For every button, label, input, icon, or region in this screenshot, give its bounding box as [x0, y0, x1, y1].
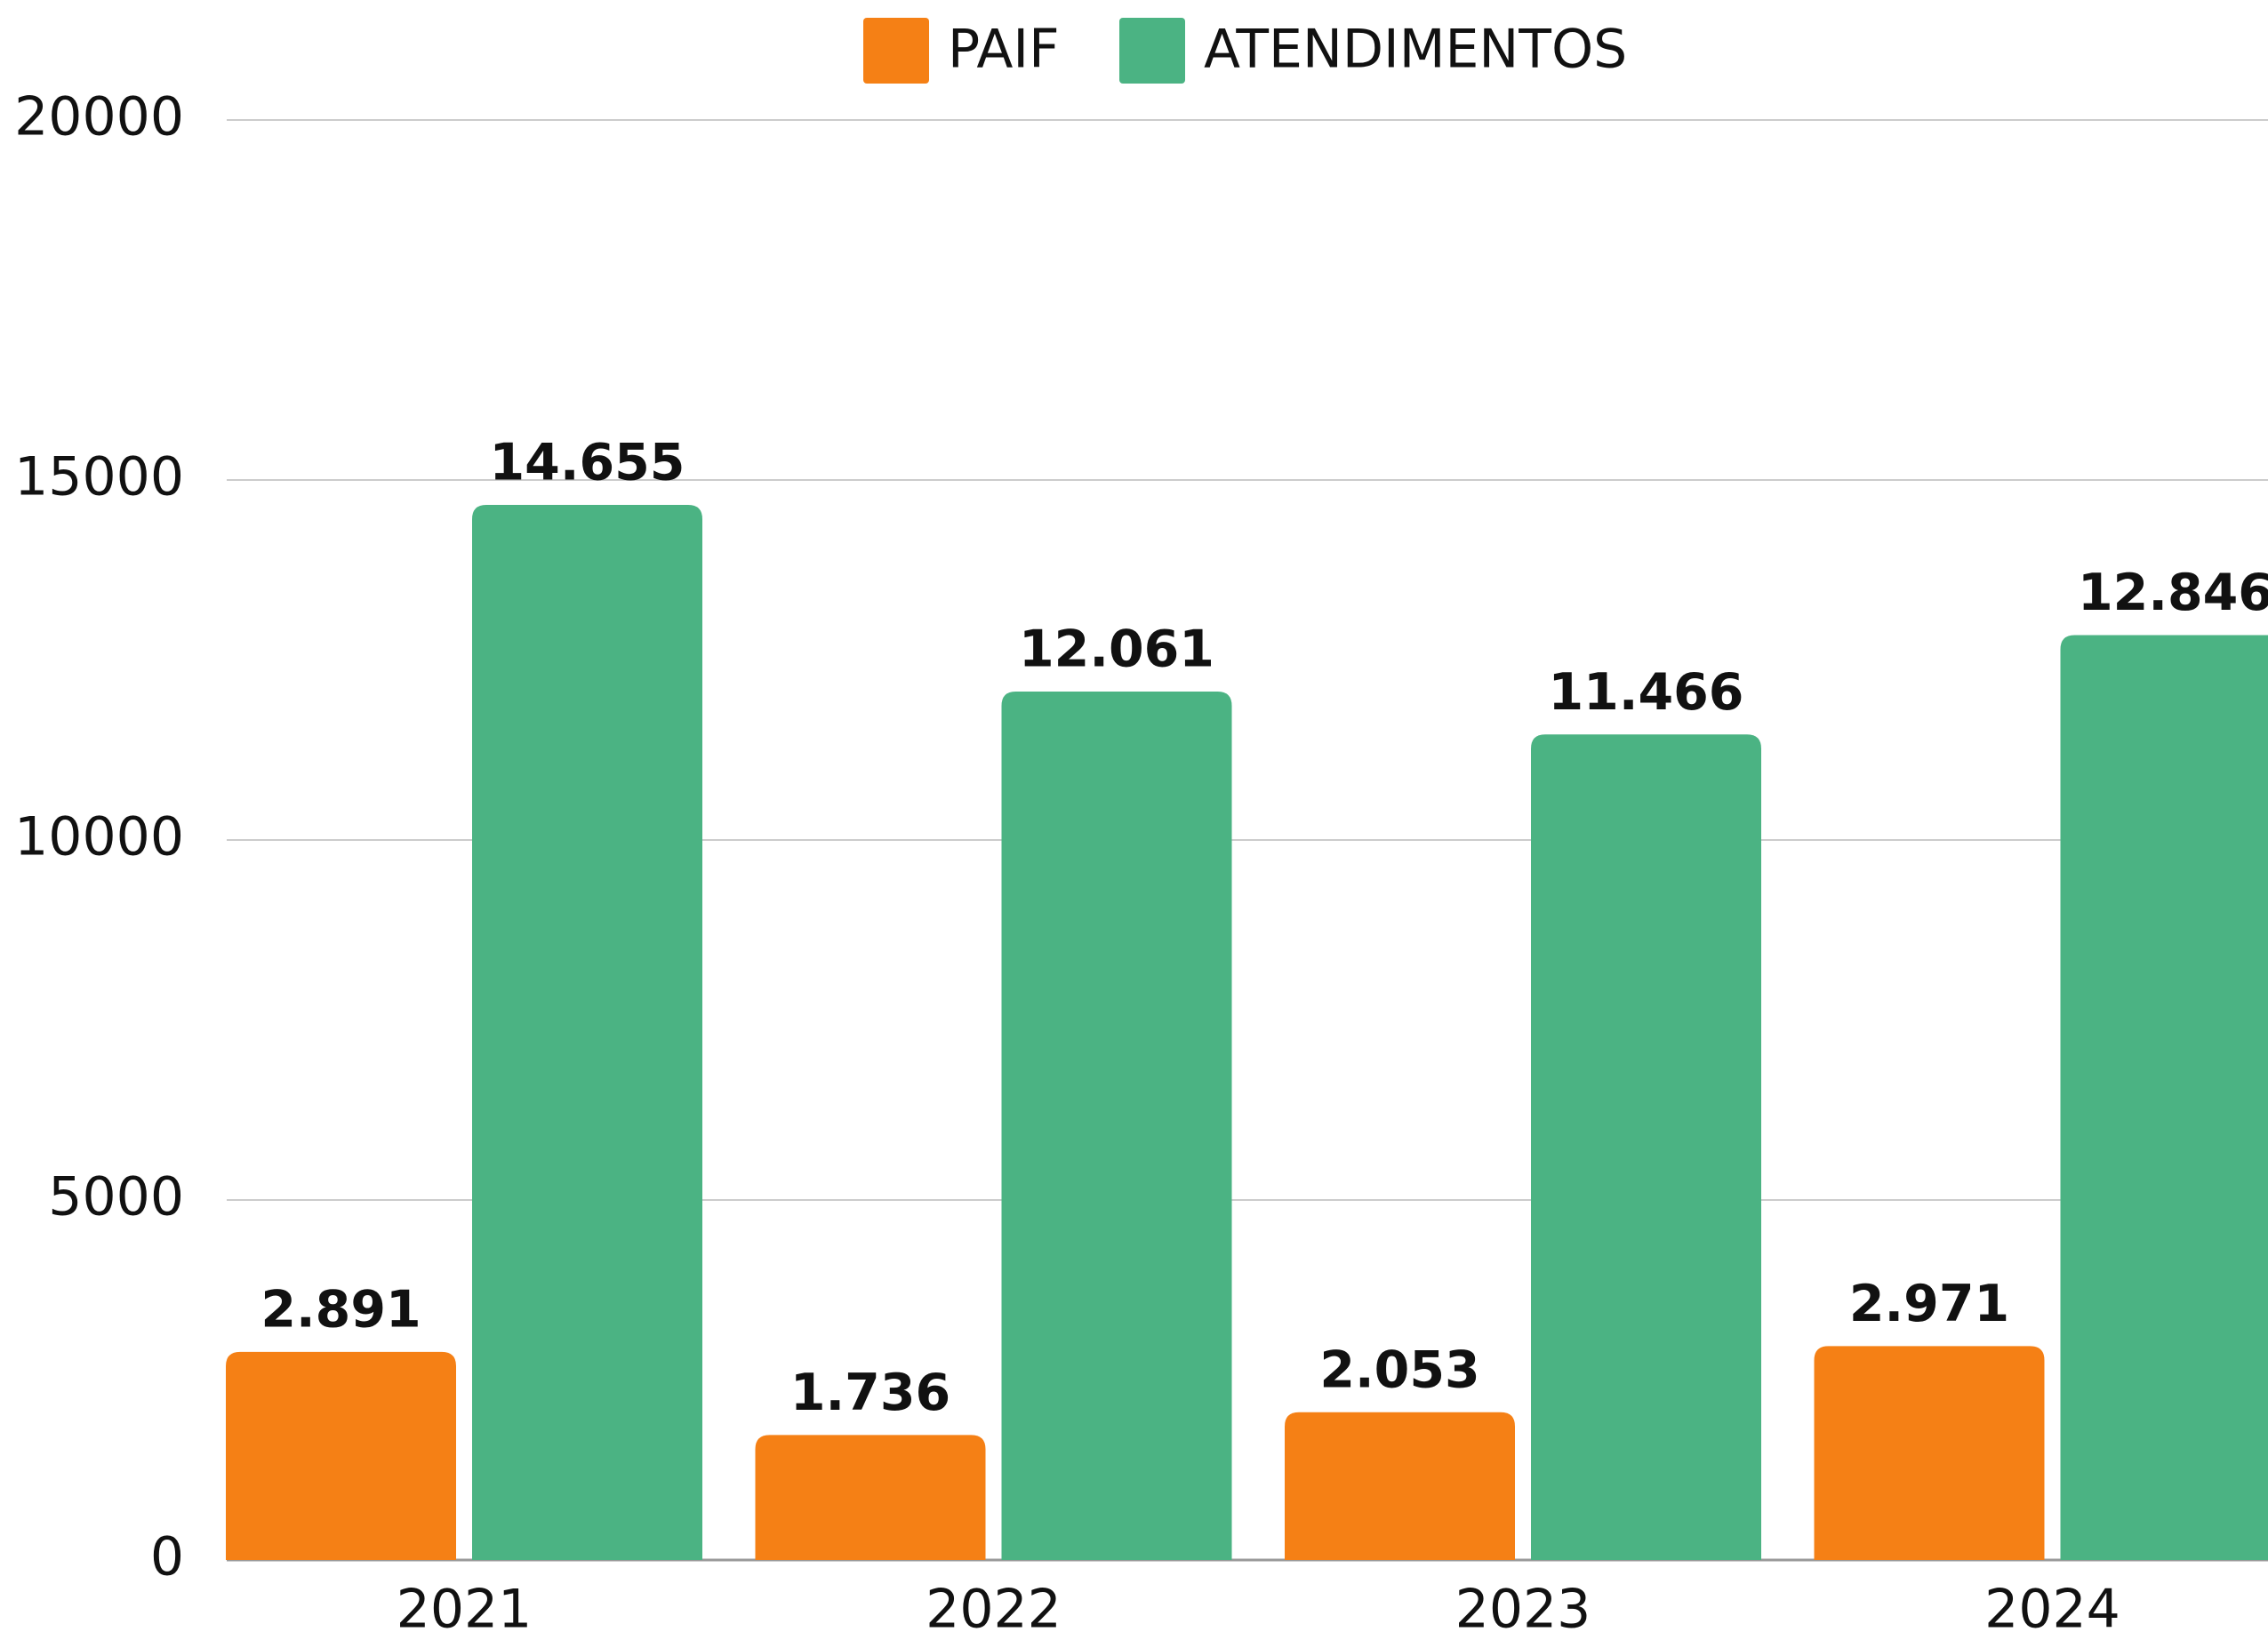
- y-tick-label: 10000: [14, 806, 184, 868]
- x-tick-label: 2023: [1455, 1579, 1591, 1640]
- bar: [472, 504, 702, 1560]
- y-tick-label: 20000: [14, 86, 184, 148]
- bar: [226, 1351, 456, 1560]
- y-tick-label: 0: [150, 1526, 184, 1588]
- legend-swatch: [1119, 18, 1185, 84]
- bar: [1001, 692, 1232, 1560]
- legend-label: PAIF: [948, 19, 1060, 81]
- value-label: 14.655: [490, 434, 685, 492]
- bar: [1814, 1346, 2045, 1560]
- x-tick-label: 2022: [926, 1579, 1062, 1640]
- value-label: 12.061: [1019, 620, 1214, 679]
- legend-swatch: [863, 18, 929, 84]
- y-tick-label: 5000: [48, 1166, 184, 1228]
- bar: [1531, 734, 1761, 1560]
- bar: [1285, 1412, 1515, 1560]
- legend-label: ATENDIMENTOS: [1204, 19, 1627, 81]
- value-label: 2.971: [1849, 1275, 2009, 1333]
- x-tick-label: 2024: [1984, 1579, 2120, 1640]
- bar: [755, 1435, 986, 1560]
- value-label: 2.053: [1319, 1340, 1479, 1399]
- x-tick-label: 2021: [397, 1579, 533, 1640]
- bar: [2060, 635, 2268, 1560]
- value-label: 2.891: [260, 1280, 421, 1339]
- value-label: 1.736: [790, 1364, 950, 1422]
- y-tick-label: 15000: [14, 446, 184, 508]
- value-label: 11.466: [1549, 663, 1744, 722]
- value-label: 12.846: [2078, 564, 2268, 622]
